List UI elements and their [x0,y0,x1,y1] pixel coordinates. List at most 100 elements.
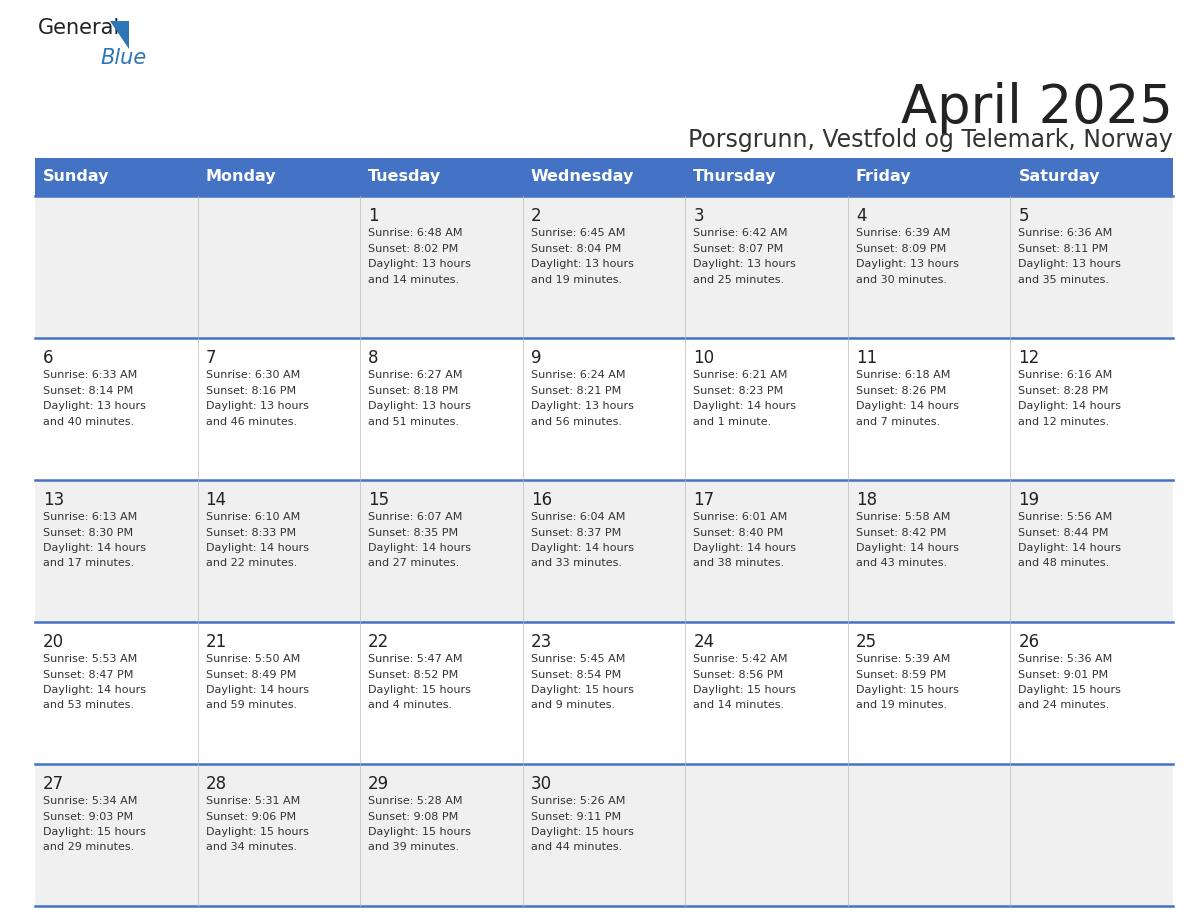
Text: Sunset: 9:11 PM: Sunset: 9:11 PM [531,812,621,822]
Text: Daylight: 13 hours: Daylight: 13 hours [368,401,470,411]
Text: Daylight: 13 hours: Daylight: 13 hours [1018,259,1121,269]
Text: Porsgrunn, Vestfold og Telemark, Norway: Porsgrunn, Vestfold og Telemark, Norway [688,128,1173,152]
Text: Sunset: 8:33 PM: Sunset: 8:33 PM [206,528,296,538]
Text: Sunrise: 5:36 AM: Sunrise: 5:36 AM [1018,654,1113,664]
Text: Daylight: 14 hours: Daylight: 14 hours [43,543,146,553]
Text: Daylight: 13 hours: Daylight: 13 hours [531,259,633,269]
Text: Daylight: 15 hours: Daylight: 15 hours [694,685,796,695]
Text: Sunset: 9:06 PM: Sunset: 9:06 PM [206,812,296,822]
Text: Sunset: 8:02 PM: Sunset: 8:02 PM [368,243,459,253]
Text: Daylight: 13 hours: Daylight: 13 hours [694,259,796,269]
Text: 12: 12 [1018,349,1040,367]
Text: and 33 minutes.: and 33 minutes. [531,558,621,568]
Text: Sunrise: 6:33 AM: Sunrise: 6:33 AM [43,370,138,380]
Text: Sunset: 8:09 PM: Sunset: 8:09 PM [855,243,946,253]
Text: 30: 30 [531,775,552,793]
Text: and 30 minutes.: and 30 minutes. [855,274,947,285]
Text: and 7 minutes.: and 7 minutes. [855,417,940,427]
Polygon shape [110,21,129,49]
Text: Sunrise: 6:39 AM: Sunrise: 6:39 AM [855,228,950,238]
Text: and 48 minutes.: and 48 minutes. [1018,558,1110,568]
Text: and 59 minutes.: and 59 minutes. [206,700,297,711]
Text: Sunrise: 6:48 AM: Sunrise: 6:48 AM [368,228,462,238]
Text: April 2025: April 2025 [902,82,1173,134]
Text: Sunset: 8:30 PM: Sunset: 8:30 PM [43,528,133,538]
Text: and 9 minutes.: and 9 minutes. [531,700,615,711]
Text: Sunset: 8:18 PM: Sunset: 8:18 PM [368,386,459,396]
FancyBboxPatch shape [34,196,1173,338]
Text: Sunrise: 6:21 AM: Sunrise: 6:21 AM [694,370,788,380]
Text: Daylight: 14 hours: Daylight: 14 hours [855,543,959,553]
Text: and 39 minutes.: and 39 minutes. [368,843,460,853]
Text: Sunset: 9:03 PM: Sunset: 9:03 PM [43,812,133,822]
Text: Sunrise: 5:45 AM: Sunrise: 5:45 AM [531,654,625,664]
Text: Daylight: 14 hours: Daylight: 14 hours [43,685,146,695]
Text: Sunset: 8:16 PM: Sunset: 8:16 PM [206,386,296,396]
Text: Sunset: 8:14 PM: Sunset: 8:14 PM [43,386,133,396]
Text: 24: 24 [694,633,714,651]
Text: Sunset: 8:56 PM: Sunset: 8:56 PM [694,669,783,679]
Text: Sunrise: 5:56 AM: Sunrise: 5:56 AM [1018,512,1113,522]
Text: Daylight: 14 hours: Daylight: 14 hours [368,543,472,553]
Text: Sunrise: 5:58 AM: Sunrise: 5:58 AM [855,512,950,522]
Text: Daylight: 14 hours: Daylight: 14 hours [855,401,959,411]
Text: 16: 16 [531,491,552,509]
Text: 23: 23 [531,633,552,651]
Text: 10: 10 [694,349,714,367]
Text: Daylight: 15 hours: Daylight: 15 hours [1018,685,1121,695]
Text: General: General [38,18,120,38]
Text: and 38 minutes.: and 38 minutes. [694,558,784,568]
Text: Sunset: 9:01 PM: Sunset: 9:01 PM [1018,669,1108,679]
FancyBboxPatch shape [34,480,1173,622]
Text: Sunrise: 6:36 AM: Sunrise: 6:36 AM [1018,228,1113,238]
Text: Sunset: 8:35 PM: Sunset: 8:35 PM [368,528,459,538]
Text: 21: 21 [206,633,227,651]
Text: and 46 minutes.: and 46 minutes. [206,417,297,427]
Text: Sunrise: 5:53 AM: Sunrise: 5:53 AM [43,654,138,664]
Text: and 51 minutes.: and 51 minutes. [368,417,459,427]
Text: and 1 minute.: and 1 minute. [694,417,771,427]
Text: Sunrise: 5:26 AM: Sunrise: 5:26 AM [531,796,625,806]
Text: Sunrise: 6:18 AM: Sunrise: 6:18 AM [855,370,950,380]
Text: Daylight: 13 hours: Daylight: 13 hours [206,401,309,411]
Text: Daylight: 13 hours: Daylight: 13 hours [368,259,470,269]
Text: and 53 minutes.: and 53 minutes. [43,700,134,711]
Text: and 56 minutes.: and 56 minutes. [531,417,621,427]
Text: 27: 27 [43,775,64,793]
Text: 7: 7 [206,349,216,367]
Text: Tuesday: Tuesday [368,170,441,185]
Text: Daylight: 15 hours: Daylight: 15 hours [531,827,633,837]
Text: Daylight: 14 hours: Daylight: 14 hours [694,543,796,553]
Text: Sunset: 8:11 PM: Sunset: 8:11 PM [1018,243,1108,253]
Text: and 24 minutes.: and 24 minutes. [1018,700,1110,711]
Text: and 40 minutes.: and 40 minutes. [43,417,134,427]
Text: 9: 9 [531,349,542,367]
Text: Wednesday: Wednesday [531,170,634,185]
Text: 14: 14 [206,491,227,509]
Text: Daylight: 14 hours: Daylight: 14 hours [694,401,796,411]
Text: Sunrise: 5:42 AM: Sunrise: 5:42 AM [694,654,788,664]
Text: 26: 26 [1018,633,1040,651]
Text: 2: 2 [531,207,542,225]
Text: 29: 29 [368,775,390,793]
Text: 6: 6 [43,349,53,367]
FancyBboxPatch shape [34,764,1173,906]
Text: and 34 minutes.: and 34 minutes. [206,843,297,853]
Text: Sunrise: 5:28 AM: Sunrise: 5:28 AM [368,796,462,806]
Text: Monday: Monday [206,170,276,185]
Text: Sunset: 8:26 PM: Sunset: 8:26 PM [855,386,946,396]
Text: Sunrise: 6:24 AM: Sunrise: 6:24 AM [531,370,625,380]
Text: and 22 minutes.: and 22 minutes. [206,558,297,568]
Text: Sunrise: 5:39 AM: Sunrise: 5:39 AM [855,654,950,664]
Text: and 25 minutes.: and 25 minutes. [694,274,784,285]
Text: 11: 11 [855,349,877,367]
Text: Daylight: 14 hours: Daylight: 14 hours [1018,401,1121,411]
Text: Sunset: 8:54 PM: Sunset: 8:54 PM [531,669,621,679]
Text: Friday: Friday [855,170,911,185]
Text: Sunrise: 6:42 AM: Sunrise: 6:42 AM [694,228,788,238]
Text: and 43 minutes.: and 43 minutes. [855,558,947,568]
Text: Daylight: 15 hours: Daylight: 15 hours [368,685,470,695]
FancyBboxPatch shape [34,338,1173,480]
Text: Sunrise: 6:13 AM: Sunrise: 6:13 AM [43,512,138,522]
Text: Sunrise: 6:45 AM: Sunrise: 6:45 AM [531,228,625,238]
